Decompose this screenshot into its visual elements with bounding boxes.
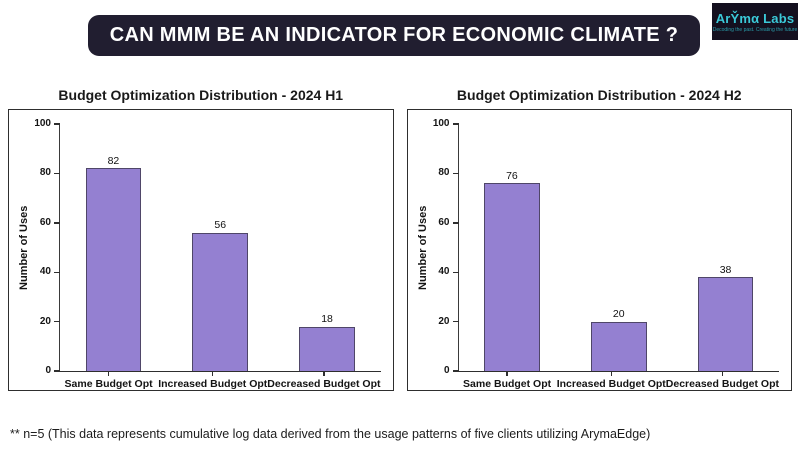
y-tick-mark [54,123,60,125]
bar-value-label: 76 [506,169,518,182]
chart-panel-h2: Number of Uses 0 20 40 60 80 100 76 20 38 Same … [406,109,792,391]
bar [85,168,142,371]
page-title: CAN MMM BE AN INDICATOR FOR ECONOMIC CLI… [109,24,679,46]
y-tick-label: 0 [443,365,450,376]
bar-group: 18 [274,124,381,371]
y-axis-label: Number of Uses [18,205,30,291]
plot-wrap: 0 20 40 60 80 100 76 20 38 Same Budget Opt Incre… [433,119,780,390]
bar-group: 56 [167,124,274,371]
bar [192,232,249,371]
y-tick-label: 20 [438,315,450,327]
y-tick-label: 40 [39,266,51,278]
chart-h2: Budget Optimization Distribution - 2024 … [406,87,792,391]
bars: 76 20 38 [459,124,780,371]
x-tick-mark [107,372,110,376]
chart-panel-h1: Number of Uses 0 20 40 60 80 100 82 56 18 Same … [8,109,394,391]
x-tick-mark [212,372,214,376]
y-tick-label: 60 [39,216,51,228]
y-tick-label: 100 [432,118,450,129]
bar-value-label: 82 [107,154,120,167]
y-tick-mark [54,370,60,372]
x-category: Decreased Budget Opt [267,372,381,390]
bar-group: 76 [459,124,566,371]
x-tick-mark [610,372,612,376]
bar-group: 38 [672,124,779,371]
y-tick-mark [452,271,459,273]
bar-value-label: 18 [321,313,333,326]
x-category-label: Decreased Budget Opt [267,378,381,390]
y-tick-label: 100 [34,118,51,129]
bar-group: 20 [565,124,672,371]
bar [590,321,647,371]
bar-group: 82 [60,124,167,371]
x-tick-mark [721,372,724,376]
x-category-label: Same Budget Opt [463,378,552,390]
plot-wrap: 0 20 40 60 80 100 82 56 18 Same Budget Opt Incre… [34,119,381,390]
y-tick-mark [452,222,459,224]
y-tick-mark [54,320,60,323]
y-tick-label: 40 [438,266,450,278]
bar [299,326,355,371]
x-category: Increased Budget Opt [158,372,267,390]
x-category: Increased Budget Opt [557,372,666,390]
x-category-label: Decreased Budget Opt [665,378,779,390]
x-category: Decreased Budget Opt [666,372,779,390]
y-tick-mark [54,172,60,175]
y-tick-mark [452,370,459,372]
footnote: ** n=5 (This data represents cumulative … [10,427,651,441]
y-tick-mark [54,271,60,273]
y-tick-mark [54,222,60,224]
bar-value-label: 20 [612,308,625,321]
y-tick-label: 60 [438,216,450,228]
chart-h1: Budget Optimization Distribution - 2024 … [8,87,394,391]
x-category-label: Same Budget Opt [64,378,153,390]
y-tick-label: 80 [39,167,51,179]
bar [484,183,540,371]
y-tick-mark [452,172,459,175]
y-tick-mark [452,320,459,323]
logo-wordmark: ArY̌mα Labs [715,10,795,26]
bar [697,277,754,371]
x-category-label: Increased Budget Opt [158,378,268,390]
y-axis-label: Number of Uses [416,205,429,291]
charts-row: Budget Optimization Distribution - 2024 … [8,87,792,391]
y-tick-label: 20 [39,315,51,327]
aryma-labs-logo: ArY̌mα Labs Decoding the past. Creating … [712,3,798,40]
bar-value-label: 38 [719,263,732,276]
x-category-label: Increased Budget Opt [556,378,666,390]
plot-area: 0 20 40 60 80 100 82 56 18 [34,119,381,376]
x-tick-mark [323,372,325,376]
title-banner: CAN MMM BE AN INDICATOR FOR ECONOMIC CLI… [88,15,700,56]
y-tick-label: 0 [45,365,51,376]
bars: 82 56 18 [60,124,381,371]
x-tick-mark [506,372,508,376]
bar-value-label: 56 [214,219,227,232]
chart-title-h2: Budget Optimization Distribution - 2024 … [456,87,742,103]
x-axis-labels: Same Budget Opt Increased Budget Opt Decre… [458,372,779,390]
plot-area: 0 20 40 60 80 100 76 20 38 [433,119,780,376]
logo-tagline: Decoding the past. Creating the future [712,26,798,33]
y-tick-mark [452,123,459,125]
x-category: Same Budget Opt [458,372,557,390]
x-category: Same Budget Opt [59,372,158,390]
y-tick-label: 80 [438,167,450,179]
chart-title-h1: Budget Optimization Distribution - 2024 … [58,87,344,103]
x-axis-labels: Same Budget Opt Increased Budget Opt Decre… [59,372,381,390]
